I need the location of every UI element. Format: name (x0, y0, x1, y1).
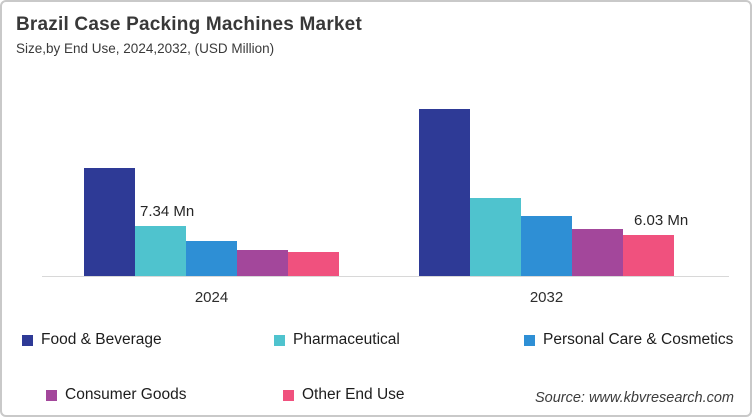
bar-group-2024 (84, 168, 339, 276)
source-credit: Source: www.kbvresearch.com (534, 390, 734, 406)
chart-title: Brazil Case Packing Machines Market (16, 14, 362, 35)
legend-swatch-food-beverage-icon (22, 334, 33, 346)
legend-swatch-consumer-goods-icon (46, 389, 57, 401)
x-tick-2032: 2032 (529, 289, 564, 306)
bar-consumer-goods-2032 (572, 229, 623, 276)
bar-other-end-use-2032 (623, 235, 674, 276)
legend-label-other-end-use: Other End Use (302, 386, 405, 403)
bar-food-beverage-2024 (84, 168, 135, 276)
bar-group-2032 (419, 109, 674, 276)
bar-other-end-use-2024 (288, 252, 339, 276)
legend-item-pharmaceutical: Pharmaceutical (274, 331, 400, 349)
legend-label-food-beverage: Food & Beverage (41, 331, 162, 348)
bar-food-beverage-2032 (419, 109, 470, 276)
x-axis-line (42, 276, 729, 277)
bar-pharmaceutical-2024 (135, 226, 186, 276)
legend-label-pharmaceutical: Pharmaceutical (293, 331, 400, 348)
x-tick-2024: 2024 (194, 289, 229, 306)
legend-swatch-pharmaceutical-icon (274, 334, 285, 346)
legend-item-personal-care-cosmetics: Personal Care & Cosmetics (524, 331, 733, 349)
bar-consumer-goods-2024 (237, 250, 288, 276)
bar-pharmaceutical-2032 (470, 198, 521, 276)
chart-header: Brazil Case Packing Machines Market Size… (16, 14, 362, 56)
legend-item-other-end-use: Other End Use (283, 386, 405, 404)
bar-value-label: 6.03 Mn (634, 212, 689, 229)
chart-subtitle: Size,by End Use, 2024,2032, (USD Million… (16, 41, 275, 56)
bar-value-label: 7.34 Mn (140, 203, 195, 220)
legend-label-consumer-goods: Consumer Goods (65, 386, 187, 403)
legend-item-consumer-goods: Consumer Goods (46, 386, 186, 404)
bar-personal-care-cosmetics-2032 (521, 216, 572, 276)
legend-label-personal-care-cosmetics: Personal Care & Cosmetics (543, 331, 734, 348)
legend-swatch-other-end-use-icon (283, 389, 294, 401)
legend-swatch-personal-care-cosmetics-icon (524, 334, 535, 346)
bar-personal-care-cosmetics-2024 (186, 241, 237, 276)
legend-item-food-beverage: Food & Beverage (22, 331, 162, 349)
